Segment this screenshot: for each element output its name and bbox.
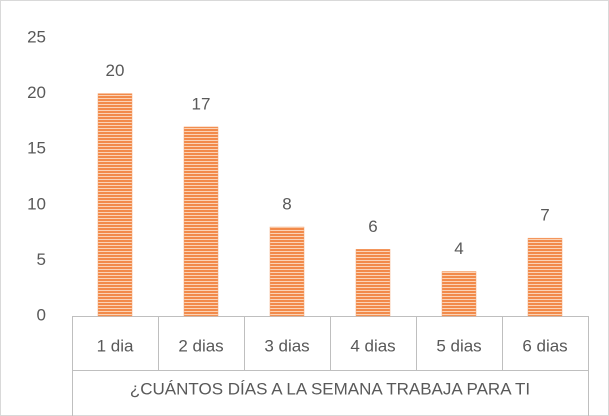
data-label: 17: [192, 94, 211, 113]
bar: [183, 126, 219, 317]
y-tick-label: 25: [27, 27, 46, 46]
data-label: 4: [454, 239, 463, 258]
x-tick-label: 6 dias: [522, 336, 567, 355]
bar: [269, 226, 305, 317]
bar: [527, 237, 563, 317]
data-label: 6: [368, 217, 377, 236]
bar: [97, 93, 133, 317]
bar: [355, 249, 391, 317]
data-label: 7: [540, 206, 549, 225]
y-tick-label: 15: [27, 139, 46, 158]
x-tick-label: 4 dias: [350, 336, 395, 355]
y-tick-label: 5: [37, 250, 46, 269]
y-tick-label: 20: [27, 83, 46, 102]
bar: [441, 271, 477, 317]
y-tick-label: 0: [37, 305, 46, 324]
x-tick-label: 3 dias: [264, 336, 309, 355]
y-tick-label: 10: [27, 194, 46, 213]
data-label: 8: [282, 195, 291, 214]
data-label: 20: [106, 61, 125, 80]
x-tick-label: 2 dias: [178, 336, 223, 355]
x-tick-label: 1 dia: [97, 336, 134, 355]
x-tick-label: 5 dias: [436, 336, 481, 355]
x-axis-title: ¿CUÁNTOS DÍAS A LA SEMANA TRABAJA PARA T…: [130, 379, 530, 398]
